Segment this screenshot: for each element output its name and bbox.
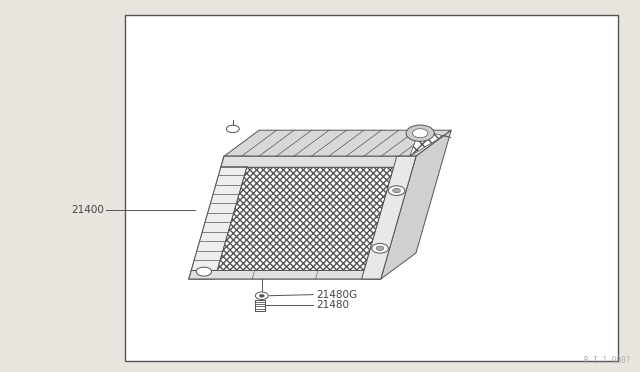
Polygon shape — [217, 167, 394, 270]
Text: R I 1 000?: R I 1 000? — [584, 356, 630, 365]
Circle shape — [406, 125, 434, 141]
Circle shape — [227, 125, 239, 133]
Polygon shape — [362, 156, 416, 279]
FancyBboxPatch shape — [125, 15, 618, 361]
Circle shape — [388, 186, 405, 195]
Circle shape — [372, 244, 388, 253]
Polygon shape — [221, 156, 416, 167]
Text: 21480: 21480 — [316, 301, 349, 310]
Polygon shape — [381, 130, 451, 279]
Polygon shape — [189, 270, 383, 279]
Polygon shape — [224, 130, 451, 156]
Polygon shape — [189, 156, 416, 279]
Circle shape — [255, 292, 268, 299]
Polygon shape — [189, 156, 250, 279]
Text: 21400: 21400 — [72, 205, 104, 215]
Circle shape — [259, 294, 264, 297]
Circle shape — [196, 267, 212, 276]
Circle shape — [376, 246, 384, 251]
Bar — [255, 300, 265, 311]
Text: 21480G: 21480G — [316, 290, 357, 299]
Circle shape — [393, 188, 401, 193]
Circle shape — [412, 129, 428, 138]
Polygon shape — [410, 130, 451, 156]
